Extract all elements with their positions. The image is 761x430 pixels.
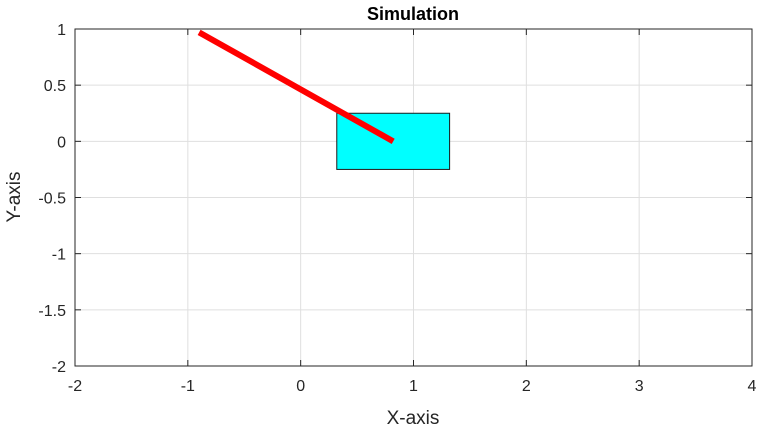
y-tick-labels: -2 -1.5 -1 -0.5 0 0.5 1 xyxy=(38,22,66,376)
pendulum-rod xyxy=(197,29,395,144)
y-tick-label: -1.5 xyxy=(38,303,66,320)
y-axis-label: Y-axis xyxy=(4,171,25,222)
y-tick-label: -2 xyxy=(52,359,66,376)
axes-frame xyxy=(74,28,753,367)
x-tick-label: 0 xyxy=(296,378,305,395)
chart-title: Simulation xyxy=(367,4,459,24)
x-tick-label: 1 xyxy=(409,378,418,395)
y-tick-label: 0 xyxy=(57,134,66,151)
x-axis-label: X-axis xyxy=(387,408,440,429)
y-tick-label: 0.5 xyxy=(44,78,66,95)
x-tick-label: -2 xyxy=(68,378,82,395)
x-tick-label: 4 xyxy=(748,378,757,395)
y-tick-label: -1 xyxy=(52,247,66,264)
x-tick-label: 2 xyxy=(522,378,531,395)
x-tick-labels: -2 -1 0 1 2 3 4 xyxy=(68,378,757,395)
x-tick-label: 3 xyxy=(635,378,644,395)
y-tick-label: -0.5 xyxy=(38,191,66,208)
y-tick-label: 1 xyxy=(57,22,66,39)
grid-lines xyxy=(74,28,753,367)
x-tick-label: -1 xyxy=(181,378,195,395)
